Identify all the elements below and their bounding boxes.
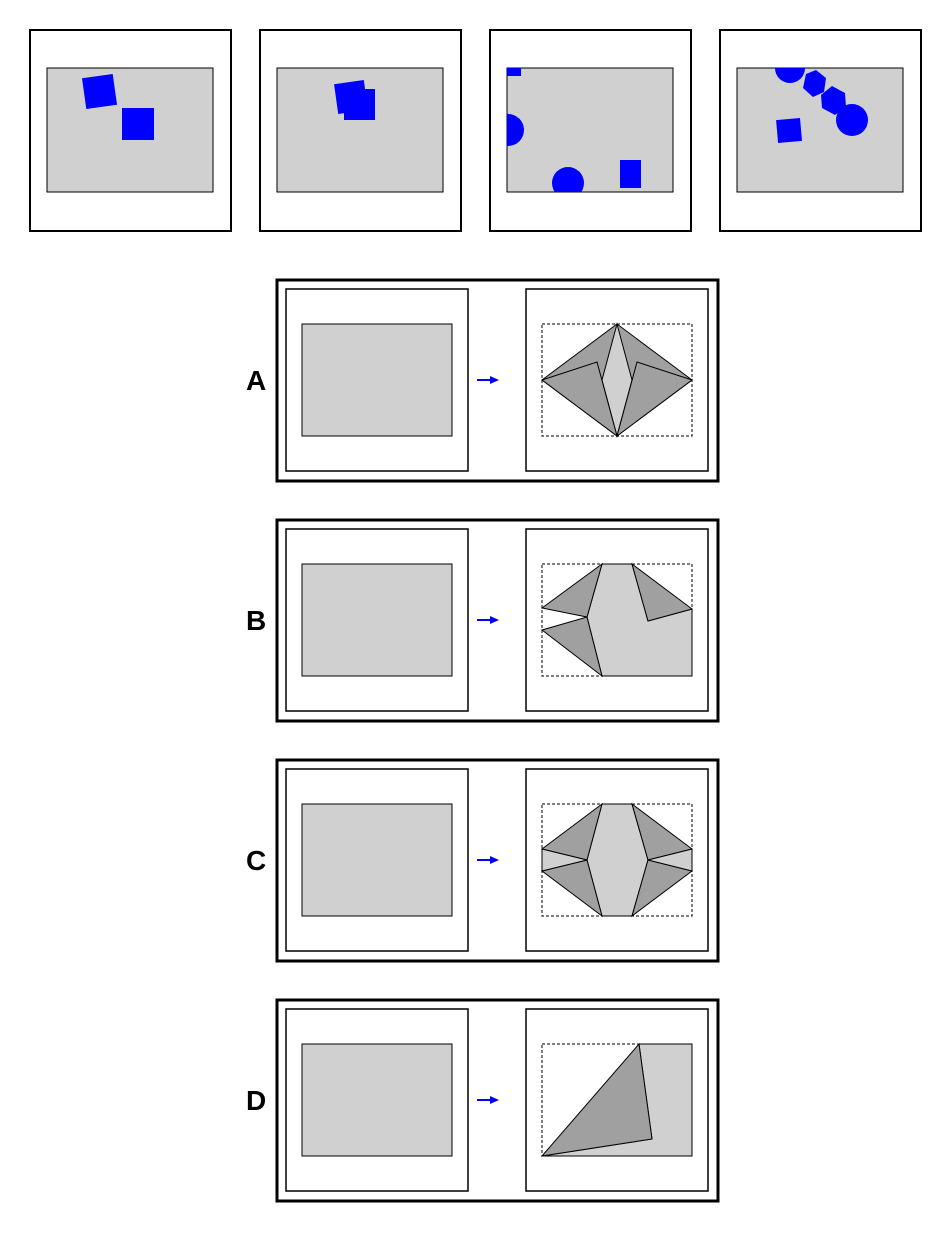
square-shape [620,160,641,188]
folded-result-c [540,802,694,918]
paper-sheet [301,803,453,917]
option-d[interactable]: D [246,998,720,1203]
option-a[interactable]: A [246,278,720,483]
folded-result-b [540,562,694,678]
reference-row [29,29,922,232]
reference-frame-1 [29,29,232,232]
option-label-b: B [246,605,266,636]
folded-result-d [540,1042,693,1157]
circle-shape [552,167,584,192]
option-b[interactable]: B [246,518,720,723]
circle-shape [507,114,524,146]
square-shape [776,117,803,144]
paper-sheet [301,563,453,677]
paper-sheet [301,323,453,437]
option-c[interactable]: C [246,758,720,963]
arrow-icon [477,856,499,864]
reference-frame-2 [259,29,462,232]
reference-frame-4 [719,29,922,232]
square-shape [344,89,375,120]
square-shape [507,68,521,76]
option-label-c: C [246,845,266,876]
arrow-icon [477,376,499,384]
arrow-icon [477,616,499,624]
hexagon-shape [821,86,846,115]
option-label-a: A [246,365,266,396]
hexagon-shape [803,70,826,97]
reference-frame-3 [489,29,692,232]
square-shape [122,108,154,140]
paper-sheet [506,67,674,193]
arrow-icon [477,1096,499,1104]
folded-result-a [540,322,694,438]
circle-shape [775,68,805,83]
square-shape [81,73,118,110]
circle-shape [836,104,868,136]
option-label-d: D [246,1085,266,1116]
paper-sheet [301,1043,453,1157]
